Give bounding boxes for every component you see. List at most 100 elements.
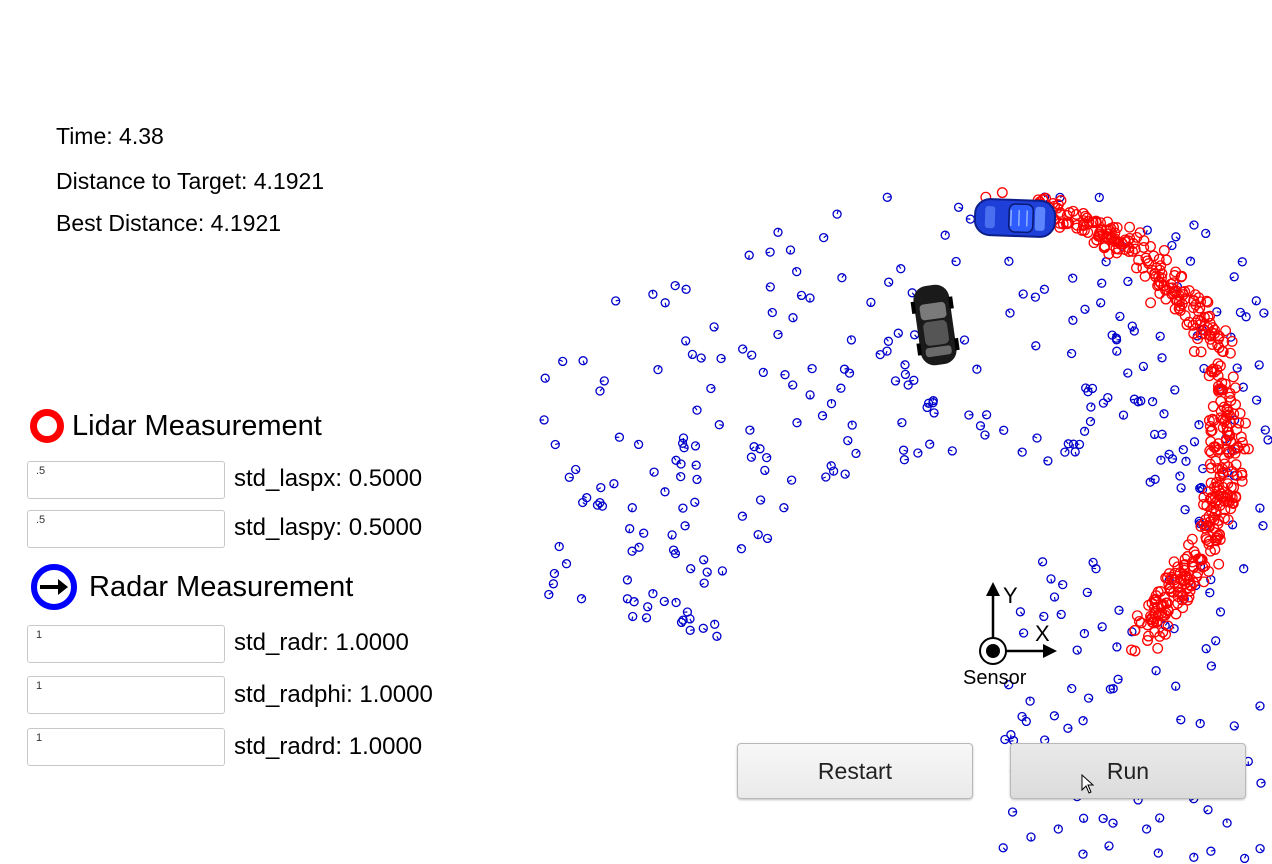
std-laspx-input[interactable] <box>27 461 225 499</box>
lidar-point <box>1195 328 1207 340</box>
lidar-point <box>1162 620 1174 632</box>
lidar-point <box>1153 253 1165 265</box>
radar-point <box>1006 730 1016 740</box>
radar-point <box>826 398 837 409</box>
lidar-point <box>1176 574 1188 586</box>
radar-point <box>844 368 855 378</box>
lidar-point <box>1140 252 1152 264</box>
lidar-point <box>1185 580 1197 592</box>
y-axis-label: Y <box>1003 583 1018 608</box>
radar-point <box>1070 447 1080 457</box>
radar-point <box>1074 439 1085 450</box>
tracker-car <box>910 284 960 366</box>
restart-button[interactable]: Restart <box>737 743 973 799</box>
radar-point <box>1063 439 1073 449</box>
radar-point <box>648 588 658 599</box>
lidar-point <box>1124 221 1136 233</box>
radar-point <box>1078 849 1088 859</box>
radar-point <box>1151 666 1161 676</box>
lidar-point <box>1122 235 1134 247</box>
radar-point <box>641 613 652 623</box>
lidar-point <box>1170 608 1182 620</box>
radar-point <box>1078 813 1089 823</box>
radar-point <box>1129 394 1140 404</box>
lidar-point <box>1208 502 1220 514</box>
radar-point <box>1141 824 1152 834</box>
radar-point <box>1155 813 1165 823</box>
lidar-point <box>1175 271 1187 283</box>
lidar-legend: Lidar Measurement <box>30 409 322 443</box>
radar-point <box>627 546 637 556</box>
lidar-point <box>1222 514 1234 526</box>
lidar-point <box>1206 339 1218 350</box>
radar-point <box>1097 622 1107 632</box>
radar-point <box>1068 315 1078 325</box>
radar-point <box>1263 435 1272 445</box>
radar-point <box>717 566 728 576</box>
lidar-point <box>1105 231 1117 243</box>
radar-point <box>576 594 587 604</box>
radar-point <box>1176 483 1186 493</box>
radar-point <box>1068 273 1078 283</box>
lidar-point <box>1198 499 1209 510</box>
radar-point <box>1103 392 1113 403</box>
lidar-point <box>1071 222 1083 234</box>
radar-point <box>786 475 797 485</box>
radar-point <box>826 461 836 471</box>
radar-point <box>746 452 757 462</box>
radar-point <box>691 460 701 470</box>
lidar-point <box>1242 443 1254 455</box>
radar-point <box>1056 609 1066 620</box>
radar-point <box>1097 278 1107 288</box>
radar-point <box>1021 716 1031 727</box>
lidar-point <box>1220 325 1232 337</box>
lidar-point <box>1103 248 1115 260</box>
lidar-point <box>1198 576 1210 588</box>
lidar-point <box>1224 496 1235 508</box>
lidar-point <box>1213 443 1225 455</box>
lidar-point <box>1078 215 1089 227</box>
radar-point <box>1171 232 1181 242</box>
std-radphi-input[interactable] <box>27 676 225 714</box>
std-radr-input[interactable] <box>27 625 225 663</box>
lidar-point <box>1145 241 1156 252</box>
radar-point <box>1112 642 1122 652</box>
radar-point <box>1171 681 1181 691</box>
radar-point <box>1215 607 1226 617</box>
radar-point <box>1111 335 1122 345</box>
sensor-label: Sensor <box>963 667 1027 689</box>
radar-point <box>1255 701 1265 711</box>
radar-point <box>1156 455 1166 465</box>
radar-point <box>744 250 754 260</box>
radar-point <box>639 528 649 538</box>
radar-point <box>1083 387 1093 397</box>
radar-point <box>738 344 748 354</box>
run-button[interactable]: Run <box>1010 743 1246 799</box>
target-car <box>973 198 1057 238</box>
lidar-point <box>1149 268 1161 279</box>
lidar-point <box>1131 610 1143 622</box>
lidar-point <box>1161 572 1173 584</box>
radar-point <box>753 529 763 540</box>
radar-point <box>773 329 783 340</box>
radar-point <box>1039 284 1050 294</box>
radar-point <box>964 410 974 420</box>
lidar-point <box>1207 363 1219 375</box>
std-laspy-input[interactable] <box>27 510 225 548</box>
lidar-point <box>1213 438 1224 450</box>
radar-point <box>680 521 690 531</box>
lidar-point <box>1160 293 1172 305</box>
lidar-point <box>1218 452 1230 464</box>
lidar-point <box>1149 626 1161 638</box>
radar-point <box>884 277 894 287</box>
radar-point <box>1239 853 1250 864</box>
radar-point <box>660 487 670 497</box>
radar-point <box>900 369 911 380</box>
radar-point <box>1258 521 1268 531</box>
std-radrd-input[interactable] <box>27 728 225 766</box>
radar-point <box>947 446 957 456</box>
lidar-point <box>1195 346 1207 358</box>
radar-point <box>1098 398 1109 408</box>
lidar-point <box>1173 290 1185 302</box>
radar-point <box>762 452 772 463</box>
